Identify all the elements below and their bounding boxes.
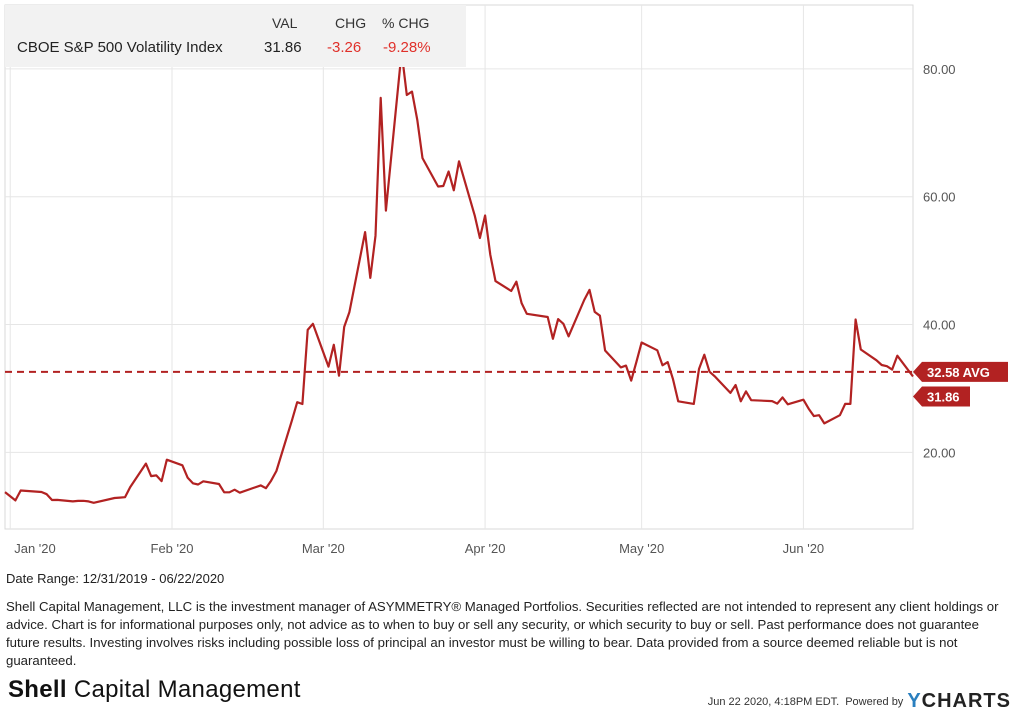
x-tick-label: Jun '20 bbox=[783, 541, 825, 556]
value-tags: 32.58 AVG 31.86 bbox=[913, 361, 1008, 407]
grid-lines bbox=[4, 4, 914, 530]
ycharts-logo-text: CHARTS bbox=[921, 690, 1011, 712]
legend-pct-change: -9.28% bbox=[383, 39, 431, 56]
logo-bold-text: Shell bbox=[8, 676, 67, 703]
plot-area-border bbox=[4, 4, 914, 530]
ycharts-logo[interactable]: YCHARTS bbox=[907, 690, 1011, 713]
y-tick-label: 60.00 bbox=[923, 190, 956, 205]
logo-text: Capital Management bbox=[66, 676, 301, 703]
disclaimer-text: Shell Capital Management, LLC is the inv… bbox=[6, 599, 999, 668]
timestamp: Jun 22 2020, 4:18PM EDT. bbox=[707, 695, 840, 708]
x-tick-label: Mar '20 bbox=[302, 541, 345, 556]
average-value-tag-label: 32.58 AVG bbox=[927, 365, 990, 380]
y-tick-label: 40.00 bbox=[923, 318, 956, 333]
last-value-tag-label: 31.86 bbox=[927, 390, 960, 405]
legend-panel: VAL CHG % CHG CBOE S&P 500 Volatility In… bbox=[5, 5, 466, 67]
x-tick-label: Feb '20 bbox=[151, 541, 194, 556]
legend-header-chg: CHG bbox=[335, 15, 367, 31]
y-tick-label: 20.00 bbox=[923, 445, 956, 460]
line-chart: 20.00 40.00 60.00 80.00 Jan '20 Feb '20 Mar '… bbox=[4, 4, 1008, 556]
legend-series-name: CBOE S&P 500 Volatility Index bbox=[17, 39, 223, 56]
footer-credit: Jun 22 2020, 4:18PM EDT. Powered by YCHA… bbox=[708, 690, 1011, 713]
y-tick-label: 80.00 bbox=[923, 62, 956, 77]
average-value-tag: 32.58 AVG bbox=[913, 361, 1008, 382]
legend-header-pct-chg: % CHG bbox=[382, 15, 430, 31]
x-axis-tick-labels: Jan '20 Feb '20 Mar '20 Apr '20 May '20 Jun '… bbox=[14, 541, 824, 556]
powered-by-label: Powered by bbox=[845, 695, 904, 708]
legend-header-val: VAL bbox=[272, 15, 298, 31]
ycharts-logo-y: Y bbox=[907, 690, 922, 712]
x-tick-label: May '20 bbox=[619, 541, 664, 556]
y-axis-tick-labels: 20.00 40.00 60.00 80.00 bbox=[923, 62, 956, 460]
date-range: Date Range: 12/31/2019 - 06/22/2020 bbox=[6, 571, 225, 586]
legend-value: 31.86 bbox=[264, 39, 302, 56]
x-tick-label: Jan '20 bbox=[14, 541, 56, 556]
series-line bbox=[4, 50, 914, 504]
last-value-tag: 31.86 bbox=[913, 386, 970, 407]
company-logo: Shell Capital Management bbox=[8, 676, 301, 704]
legend-change: -3.26 bbox=[327, 39, 362, 56]
x-tick-label: Apr '20 bbox=[465, 541, 506, 556]
